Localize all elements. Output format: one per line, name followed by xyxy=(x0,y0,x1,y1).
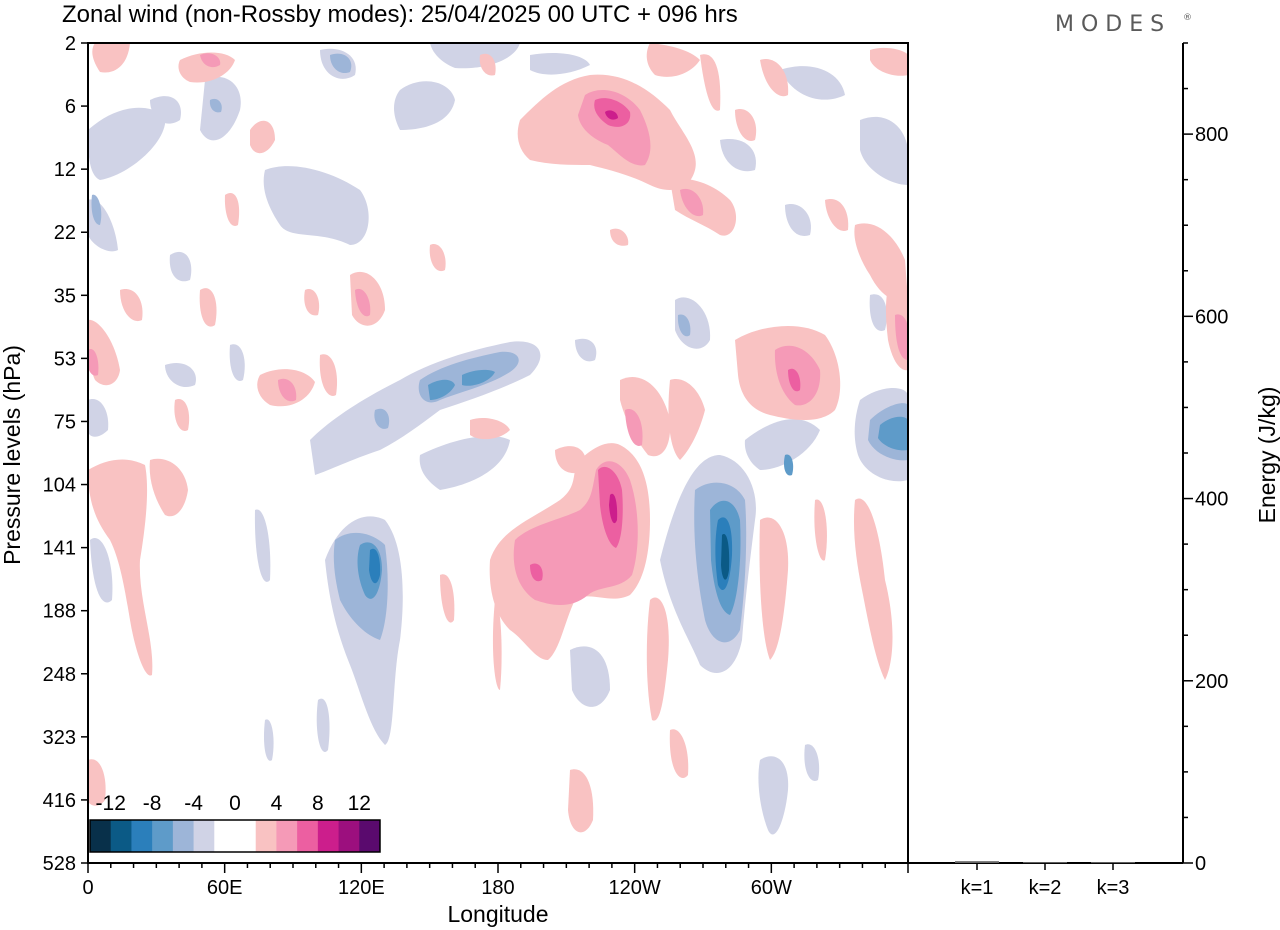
colorbar-swatch xyxy=(131,820,153,852)
colorbar-swatch xyxy=(276,820,298,852)
colorbar-tick-label: 4 xyxy=(271,792,283,815)
energy-tick-label: 400 xyxy=(1195,489,1228,511)
y-tick-label: 416 xyxy=(43,790,76,812)
colorbar-swatch xyxy=(297,820,319,852)
y-tick-label: 53 xyxy=(54,348,76,370)
energy-axis-label: Energy (J/kg) xyxy=(1254,387,1280,524)
y-tick-label: 141 xyxy=(43,538,76,560)
x-tick-label: 180 xyxy=(481,877,514,899)
energy-bar xyxy=(955,861,999,863)
energy-bar xyxy=(1023,862,1067,864)
energy-tick-label: 200 xyxy=(1195,671,1228,693)
x-tick-label: 120W xyxy=(609,877,661,899)
logo-mark: ® xyxy=(1183,13,1192,23)
x-axis-label: Longitude xyxy=(447,901,548,927)
colorbar-swatch xyxy=(338,820,360,852)
colorbar-tick-label: -8 xyxy=(143,792,162,815)
x-tick-label: 60E xyxy=(207,877,243,899)
negative-weak-contours xyxy=(88,43,908,835)
energy-tick-label: 600 xyxy=(1195,306,1228,328)
colorbar-swatch xyxy=(235,820,257,852)
colorbar-tick-label: -4 xyxy=(184,792,203,815)
colorbar-swatch xyxy=(90,820,112,852)
colorbar-swatch xyxy=(255,820,277,852)
y-tick-label: 6 xyxy=(65,96,76,118)
colorbar: -12 -8 -4 0 4 8 12 xyxy=(89,792,381,853)
heatmap-panel xyxy=(88,43,908,835)
y-tick-label: 104 xyxy=(43,475,76,497)
x-tick-label: 120E xyxy=(338,877,385,899)
y-tick-label: 188 xyxy=(43,601,76,623)
colorbar-swatch xyxy=(317,820,340,852)
heatmap-axes: 0 60E 120E 180 120W 60W 2 6 12 22 35 53 75 104 141 188 2… xyxy=(43,33,909,899)
y-tick-label: 12 xyxy=(54,159,76,181)
negative-extreme-contours xyxy=(721,534,730,580)
energy-tick-label: 800 xyxy=(1195,124,1228,146)
energy-bar xyxy=(1091,862,1135,864)
energy-category-label: k=3 xyxy=(1097,877,1130,899)
y-tick-label: 2 xyxy=(65,33,76,55)
energy-category-label: k=1 xyxy=(961,877,994,899)
colorbar-frame xyxy=(89,819,381,853)
colorbar-tick-label: -12 xyxy=(96,792,126,815)
y-tick-label: 528 xyxy=(43,853,76,875)
colorbar-tick-label: 12 xyxy=(348,792,371,815)
colorbar-swatch xyxy=(172,820,195,852)
modes-logo: MODES xyxy=(1055,12,1171,37)
colorbar-tick-label: 0 xyxy=(229,792,241,815)
y-tick-label: 75 xyxy=(54,411,76,433)
colorbar-tick-label: 8 xyxy=(312,792,324,815)
x-tick-label: 0 xyxy=(82,877,93,899)
positive-intense-contours xyxy=(605,110,618,524)
colorbar-swatch xyxy=(214,820,236,852)
y-axis-label: Pressure levels (hPa) xyxy=(0,345,25,565)
colorbar-swatch xyxy=(359,820,381,852)
colorbar-swatch xyxy=(152,820,174,852)
y-tick-label: 323 xyxy=(43,727,76,749)
y-tick-label: 35 xyxy=(54,285,76,307)
energy-category-label: k=2 xyxy=(1029,877,1062,899)
x-tick-label: 60W xyxy=(751,877,792,899)
colorbar-swatch xyxy=(110,820,132,852)
y-tick-label: 248 xyxy=(43,664,76,686)
colorbar-swatch xyxy=(193,820,215,852)
y-tick-label: 22 xyxy=(54,222,76,244)
energy-bar-panel: 0 200 400 600 800 k=1 k=2 k=3 xyxy=(908,42,1228,899)
energy-tick-label: 0 xyxy=(1195,853,1206,875)
chart-title: Zonal wind (non-Rossby modes): 25/04/202… xyxy=(62,1,738,28)
contour-fields xyxy=(88,43,908,835)
